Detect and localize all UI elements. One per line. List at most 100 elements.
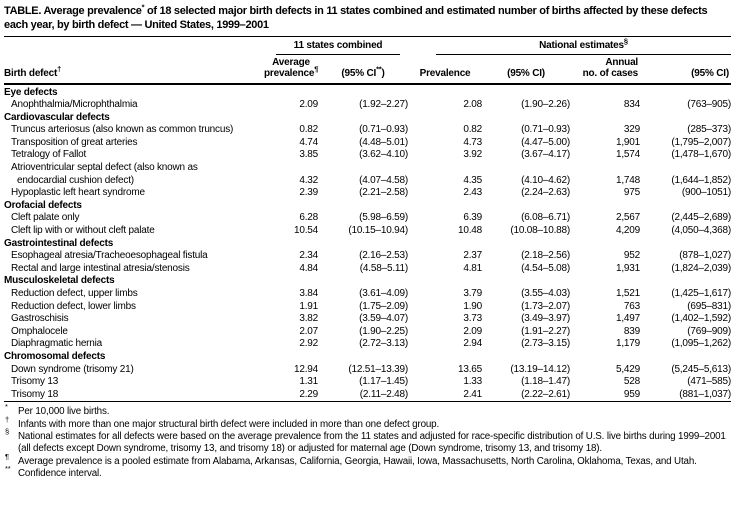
avg-ci-value: (2.21–2.58) — [359, 187, 409, 199]
footnote-text: National estimates for all defects were … — [18, 430, 726, 455]
avg-prevalence-value: 10.54 — [293, 225, 318, 237]
avg-prevalence-marker: ¶ — [314, 64, 319, 74]
table-row: Diaphragmatic hernia 2.92 (2.72–3.13) 2.94 (… — [4, 338, 731, 351]
national-ci-value: (2.73–3.15) — [521, 338, 571, 350]
table-title: TABLE. Average prevalence* of 18 selecte… — [4, 2, 731, 37]
avg-prevalence-value: 4.84 — [299, 262, 318, 274]
birth-defect-label: Anophthalmia/Microphthalmia — [11, 99, 138, 111]
table-row: Down syndrome (trisomy 21) 12.94 (12.51–13… — [4, 364, 731, 377]
annual-cases-value: 528 — [623, 376, 641, 388]
annual-cases-value: 952 — [623, 250, 641, 262]
national-ci-value: (4.10–4.62) — [521, 174, 571, 186]
annual-cases-value: 975 — [623, 187, 641, 199]
category-label: Chromosomal defects — [4, 350, 106, 362]
birth-defect-label: Hypoplastic left heart syndrome — [11, 187, 145, 199]
footnote-text: Average prevalence is a pooled estimate … — [18, 455, 697, 467]
column-header-annual-cases: Annual no. of cases — [570, 54, 641, 85]
cases-ci-value: (1,824–2,039) — [671, 262, 732, 274]
footnote-text: Confidence interval. — [18, 467, 102, 479]
category-label: Orofacial defects — [4, 199, 82, 211]
avg-ci-value: (4.07–4.58) — [359, 174, 409, 186]
group-national-marker: § — [623, 36, 628, 46]
annual-cases-value: 763 — [623, 300, 641, 312]
table-row: Anophthalmia/Microphthalmia 2.09 (1.92–2.2… — [4, 99, 731, 112]
avg-prevalence-value: 2.09 — [299, 99, 318, 111]
avg-prevalence-line2: prevalence — [264, 68, 315, 79]
avg-ci-value: (4.48–5.01) — [359, 136, 409, 148]
table-row: Rectal and large intestinal atresia/sten… — [4, 263, 731, 276]
footnote: * Per 10,000 live births. — [5, 402, 110, 418]
column-header-national-ci: (95% CI) — [482, 54, 571, 85]
birth-defect-header-marker: † — [57, 64, 62, 74]
national-prevalence-value: 3.73 — [463, 313, 483, 325]
national-ci-value: (2.24–2.63) — [521, 187, 571, 199]
national-ci-value: (3.55–4.03) — [521, 288, 571, 299]
footnote-text: Infants with more than one major structu… — [18, 418, 440, 430]
title-text: TABLE. Average prevalence — [4, 5, 142, 17]
category-row: Cardiovascular defects — [4, 112, 731, 125]
annual-cases-value: 1,748 — [615, 174, 641, 186]
avg-ci-value: (5.98–6.59) — [359, 212, 409, 224]
avg-prevalence-value: 6.28 — [299, 212, 318, 224]
annual-cases-value: 839 — [623, 325, 641, 337]
avg-prevalence-value: 2.34 — [299, 250, 318, 262]
cases-ci-value: (769–909) — [687, 325, 732, 337]
group-national-label: National estimates — [539, 40, 624, 51]
cases-ci-value: (1,425–1,617) — [671, 288, 732, 299]
table-row: Truncus arteriosus (also known as common… — [4, 124, 731, 137]
birth-defect-label: Omphalocele — [11, 325, 68, 337]
avg-ci-value: (1.75–2.09) — [359, 300, 409, 312]
title-footnote-marker: * — [141, 2, 145, 12]
national-prevalence-value: 2.37 — [463, 250, 483, 262]
column-group-row: Birth defect† 11 states combined Nationa… — [4, 36, 732, 85]
avg-ci-value: (1.17–1.45) — [359, 376, 409, 388]
table-header: Birth defect† 11 states combined Nationa… — [4, 36, 732, 85]
avg-prevalence-value: 1.31 — [299, 376, 318, 388]
avg-ci-value: (3.61–4.09) — [359, 288, 409, 299]
column-header-avg-ci: (95% CI**) — [318, 54, 409, 85]
table-row: Hypoplastic left heart syndrome 2.39 (2.21… — [4, 187, 731, 200]
birth-defect-label: Rectal and large intestinal atresia/sten… — [11, 262, 190, 274]
table-row: Trisomy 13 1.31 (1.17–1.45) 1.33 (1.18–1.47)… — [4, 376, 731, 389]
table-row: Tetralogy of Fallot 3.85 (3.62–4.10) 3.92 (3… — [4, 149, 731, 162]
column-header-row: Average prevalence¶ (95% CI**) Prevalenc… — [4, 54, 732, 85]
national-ci-value: (2.18–2.56) — [521, 250, 571, 262]
footnotes-section: * Per 10,000 live births. † Infants with mo… — [4, 402, 731, 480]
avg-ci-value: (12.51–13.39) — [348, 363, 409, 375]
avg-ci-value: (3.59–4.07) — [359, 313, 409, 325]
avg-prevalence-value: 4.32 — [299, 174, 318, 186]
cases-ci-value: (285–373) — [687, 124, 732, 136]
national-ci-value: (13.19–14.12) — [510, 363, 571, 375]
national-ci-value: (1.73–2.07) — [521, 300, 571, 312]
avg-ci-value: (4.58–5.11) — [359, 262, 409, 274]
title-text-continued: of 18 selected major birth defects in 11… — [4, 5, 708, 31]
birth-defects-table: Birth defect† 11 states combined Nationa… — [4, 36, 732, 403]
national-prevalence-value: 2.94 — [463, 338, 483, 350]
annual-cases-value: 959 — [623, 388, 641, 400]
national-prevalence-value: 2.41 — [463, 388, 483, 400]
annual-cases-value: 5,429 — [615, 363, 641, 375]
table-row: Esophageal atresia/Tracheoesophageal fis… — [4, 250, 731, 263]
cases-ci-value: (878–1,027) — [679, 250, 732, 262]
national-ci-value: (6.08–6.71) — [521, 212, 571, 224]
national-prevalence-value: 2.43 — [463, 187, 483, 199]
national-ci-value: (2.22–2.61) — [521, 388, 571, 400]
national-prevalence-value: 1.33 — [463, 376, 483, 388]
national-prevalence-value: 6.39 — [463, 212, 483, 224]
birth-defect-label: Esophageal atresia/Tracheoesophageal fis… — [11, 250, 208, 262]
national-prevalence-value: 10.48 — [457, 225, 483, 237]
national-ci-value: (3.49–3.97) — [521, 313, 571, 325]
national-ci-value: (10.08–10.88) — [510, 225, 571, 237]
table-row: Cleft palate only 6.28 (5.98–6.59) 6.39 (6.0… — [4, 212, 731, 225]
cases-ci-value: (471–585) — [687, 376, 732, 388]
group-states-label: 11 states combined — [293, 40, 383, 51]
avg-prevalence-value: 12.94 — [293, 363, 318, 375]
footnote: † Infants with more than one major struct… — [5, 414, 440, 430]
column-header-birth-defect: Birth defect† — [4, 37, 264, 85]
footnote: § National estimates for all defects were… — [5, 426, 726, 455]
annual-cases-value: 2,567 — [615, 212, 641, 224]
table-body: Eye defects Anophthalmia/Microphthalmia 2.… — [4, 84, 731, 402]
table-row: Trisomy 18 2.29 (2.11–2.48) 2.41 (2.22–2.61)… — [4, 389, 731, 402]
avg-prevalence-value: 2.92 — [299, 338, 318, 350]
cases-ci-value: (763–905) — [687, 99, 732, 111]
